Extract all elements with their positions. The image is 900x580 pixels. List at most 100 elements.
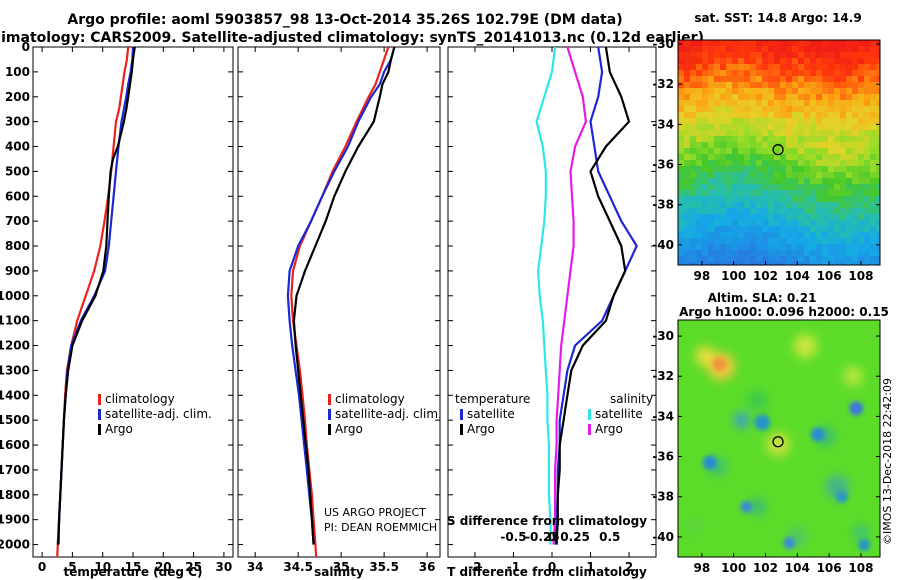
sst-cell [786, 202, 792, 208]
sst-cell [810, 112, 816, 118]
sst-cell [822, 106, 828, 112]
map-lon-tick-label: 102 [753, 561, 778, 575]
sst-cell [768, 208, 774, 214]
sst-cell [876, 64, 880, 70]
sst-cell [822, 52, 828, 58]
sst-cell [750, 202, 756, 208]
sst-cell [786, 196, 792, 202]
sst-cell [744, 142, 750, 148]
sst-cell [792, 172, 798, 178]
sst-cell [828, 106, 834, 112]
salinity-diff-tick-label: 0 [548, 530, 556, 544]
sst-cell [690, 166, 696, 172]
series-line-argo [57, 47, 136, 545]
sst-cell [732, 52, 738, 58]
sst-cell [708, 124, 714, 130]
sst-cell [762, 166, 768, 172]
sst-cell [684, 58, 690, 64]
sst-cell [762, 226, 768, 232]
sst-cell [792, 178, 798, 184]
sst-cell [768, 148, 774, 154]
sst-cell [876, 190, 880, 196]
sst-cell [798, 232, 804, 238]
sst-cell [744, 226, 750, 232]
sst-cell [720, 202, 726, 208]
sst-cell [708, 76, 714, 82]
sst-cell [834, 76, 840, 82]
sst-cell [804, 250, 810, 256]
sst-cell [798, 238, 804, 244]
sst-cell [750, 190, 756, 196]
sst-cell [738, 244, 744, 250]
value-tick-label: 0 [38, 560, 46, 574]
sst-cell [858, 154, 864, 160]
sst-cell [876, 82, 880, 88]
sst-cell [780, 238, 786, 244]
sst-cell [684, 130, 690, 136]
sst-cell [810, 154, 816, 160]
sla-map-axis: 98 100 102 104 106 108 -30 -32 -34 -36 -38 -40 [652, 329, 880, 575]
sst-cell [804, 256, 810, 262]
sst-cell [738, 172, 744, 178]
sst-cell [786, 70, 792, 76]
sst-cell [684, 178, 690, 184]
sst-cell [792, 232, 798, 238]
depth-tick-label: 600 [5, 189, 30, 203]
sst-cell [810, 244, 816, 250]
value-tick-label: 10 [94, 560, 111, 574]
sst-cell [762, 124, 768, 130]
difference-legend: temperature satellite Argo salinity sate… [455, 392, 653, 436]
sst-cell [732, 70, 738, 76]
sst-cell [864, 166, 870, 172]
sst-cell [738, 130, 744, 136]
sst-cell [738, 88, 744, 94]
sst-cell [768, 190, 774, 196]
series-line-satellite-adj-clim- [286, 47, 396, 545]
sst-cell [798, 262, 804, 265]
sst-cell [876, 214, 880, 220]
sst-cell [852, 226, 858, 232]
sla-spot [712, 357, 727, 372]
sst-cell [840, 94, 846, 100]
series-line-salinity-argo [552, 47, 587, 545]
sst-cell [834, 40, 840, 46]
map-lon-tick-label: 108 [848, 561, 873, 575]
sst-cell [678, 208, 684, 214]
sst-cell [702, 88, 708, 94]
sst-cell [828, 118, 834, 124]
sst-cell [852, 112, 858, 118]
sst-cell [678, 52, 684, 58]
sst-cell [720, 40, 726, 46]
sst-map-panel: sat. SST: 14.8 Argo: 14.9 98 100 102 104 106… [652, 11, 881, 283]
sst-cell [708, 118, 714, 124]
temperature-lines [56, 47, 136, 557]
sst-cell [744, 76, 750, 82]
sst-cell [732, 262, 738, 265]
legend-swatch-argo [328, 424, 331, 435]
depth-tick-label: 1800 [0, 488, 30, 502]
sst-cell [834, 58, 840, 64]
sst-cell [864, 58, 870, 64]
sst-cell [786, 160, 792, 166]
sst-cell [858, 220, 864, 226]
sst-cell [786, 220, 792, 226]
sst-cell [696, 88, 702, 94]
sst-cell [696, 154, 702, 160]
sst-cell [690, 190, 696, 196]
sst-cell [726, 40, 732, 46]
sst-cell [846, 124, 852, 130]
sst-cell [726, 184, 732, 190]
sst-cell [798, 124, 804, 130]
sst-cell [714, 64, 720, 70]
sst-cell [852, 178, 858, 184]
sst-cell [792, 154, 798, 160]
sst-cell [714, 118, 720, 124]
sst-cell [864, 136, 870, 142]
sst-cell [678, 124, 684, 130]
sst-cell [720, 142, 726, 148]
sst-cell [828, 232, 834, 238]
sst-cell [732, 46, 738, 52]
sst-cell [768, 58, 774, 64]
argo-position-marker [772, 144, 784, 156]
